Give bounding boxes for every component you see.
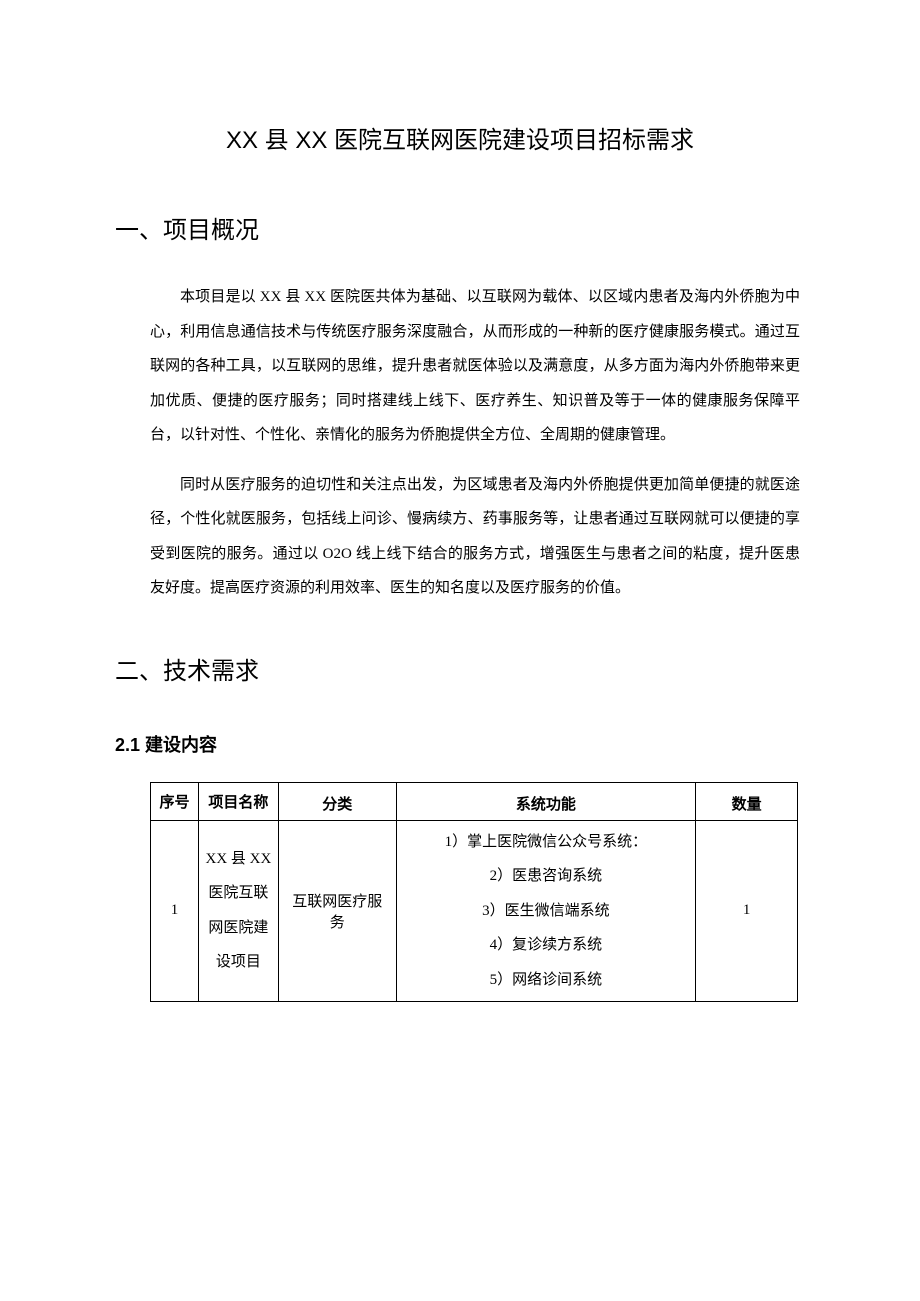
- table-cell-qty: 1: [696, 820, 798, 1002]
- table-header-qty: 数量: [696, 782, 798, 820]
- table-header-function: 系统功能: [396, 782, 695, 820]
- table-row: 1 XX 县 XX 医院互联网医院建设项目 互联网医疗服务 1）掌上医院微信公众…: [151, 820, 798, 1002]
- table-header-category: 分类: [278, 782, 396, 820]
- section-1-paragraph-1: 本项目是以 XX 县 XX 医院医共体为基础、以互联网为载体、以区域内患者及海内…: [115, 280, 805, 453]
- table-cell-category: 互联网医疗服务: [278, 820, 396, 1002]
- table-header-name: 项目名称: [198, 782, 278, 820]
- section-2-heading: 二、技术需求: [115, 651, 805, 686]
- table-cell-functions: 1）掌上医院微信公众号系统：2）医患咨询系统3）医生微信端系统4）复诊续方系统5…: [396, 820, 695, 1002]
- table-cell-seq: 1: [151, 820, 199, 1002]
- section-1-heading: 一、项目概况: [115, 210, 805, 245]
- document-title: XX 县 XX 医院互联网医院建设项目招标需求: [115, 120, 805, 155]
- subsection-2-1-heading: 2.1 建设内容: [115, 731, 805, 757]
- table-header-seq: 序号: [151, 782, 199, 820]
- requirements-table: 序号 项目名称 分类 系统功能 数量 1 XX 县 XX 医院互联网医院建设项目…: [150, 782, 798, 1003]
- section-1-paragraph-2: 同时从医疗服务的迫切性和关注点出发，为区域患者及海内外侨胞提供更加简单便捷的就医…: [115, 468, 805, 606]
- table-cell-name: XX 县 XX 医院互联网医院建设项目: [198, 820, 278, 1002]
